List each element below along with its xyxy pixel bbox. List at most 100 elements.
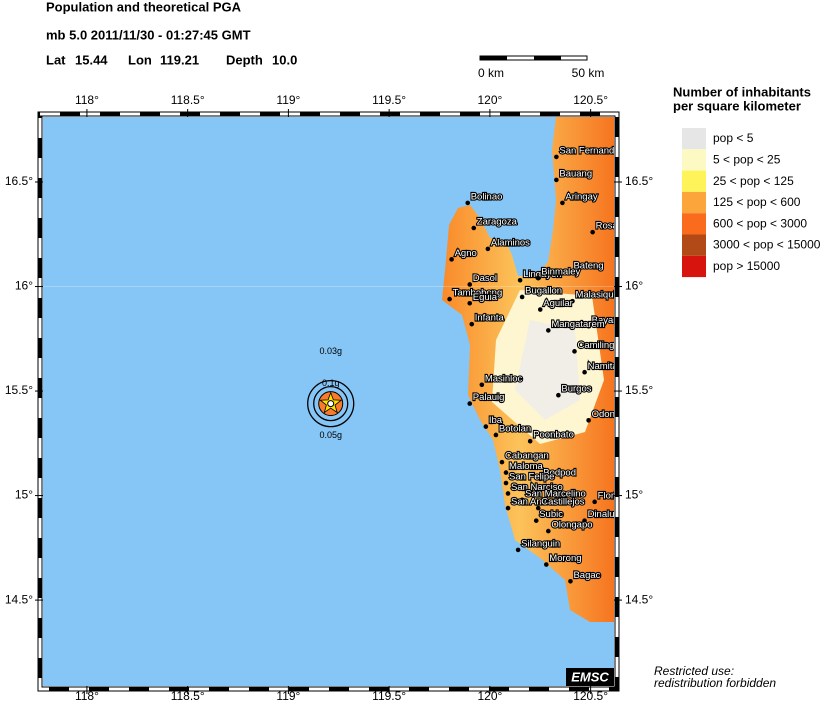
city-label: Bodpod: [543, 467, 576, 478]
legend-label: 600 < pop < 3000: [713, 216, 807, 230]
city-dot: [449, 257, 454, 262]
city-label: San Felipe: [509, 472, 554, 483]
lon-tick-label: 118.5°: [171, 689, 205, 703]
lon-tick-label: 119.5°: [372, 93, 406, 107]
pga-label: 0.03g: [319, 346, 342, 356]
city-dot: [570, 298, 575, 304]
city-label: Dinalupihan: [588, 509, 638, 520]
notice-line: redistribution forbidden: [654, 676, 776, 690]
city-dot: [465, 200, 471, 206]
city-dot: [554, 154, 559, 160]
city-label: Bauang: [559, 168, 592, 179]
city-label: Castillejos: [541, 497, 585, 508]
lon-tick-label: 120°: [477, 689, 502, 703]
lat-tick-label: 15°: [15, 488, 33, 502]
scale-bar: 0 km 50 km: [478, 55, 605, 80]
city-dot: [485, 246, 491, 252]
city-dot: [503, 470, 509, 475]
city-dot: [505, 491, 511, 496]
depth-value: 10.0: [272, 52, 297, 67]
city-dot: [503, 480, 509, 486]
city-dot: [467, 300, 473, 306]
city-label: Palauig: [473, 392, 505, 403]
logo: EMSC: [571, 669, 609, 684]
scale-end: 50 km: [572, 66, 605, 80]
city-label: Namitan: [588, 361, 623, 372]
city-dot: [572, 349, 577, 354]
city-dot: [519, 294, 525, 300]
city-label: Binmaley: [541, 267, 580, 278]
city-dot: [499, 459, 505, 465]
lon-tick-label: 119°: [276, 689, 300, 703]
city-label: Tambobong: [453, 288, 503, 299]
legend-swatch: [682, 128, 706, 150]
legend-label: 25 < pop < 125: [713, 174, 794, 188]
legend-label: 5 < pop < 25: [713, 152, 781, 166]
notice-line: Restricted use:: [654, 664, 734, 678]
epicenter: 0.03g 0.1g 0.05g: [307, 346, 355, 440]
city-label: Burgos: [561, 384, 591, 395]
lon-tick-label: 118°: [75, 93, 99, 107]
legend-title: per square kilometer: [673, 98, 801, 113]
city-dot: [586, 418, 591, 423]
pga-label: 0.1g: [322, 378, 340, 388]
pga-label: 0.05g: [319, 430, 342, 440]
legend-title: Number of inhabitants: [673, 84, 811, 99]
map-area: San Fernando Bauang Aringay Rosario Bolinao Z…: [43, 117, 656, 686]
land-sparse: [515, 320, 580, 420]
city-label: Olongapo: [551, 520, 592, 531]
city-dot: [469, 321, 475, 327]
city-label: Silanguin: [521, 538, 560, 549]
city-dot: [568, 269, 573, 275]
lon-tick-label: 119°: [276, 93, 300, 107]
lat-tick-label: 15.5°: [625, 383, 653, 397]
pga-ring: [307, 379, 355, 428]
lat-tick-label: 16°: [625, 279, 643, 293]
city-label: Floridablanca: [598, 490, 656, 501]
city-dot: [586, 323, 591, 329]
lat-label: Lat: [46, 52, 66, 67]
city-label: Poonbato: [533, 430, 574, 441]
city-dot: [590, 229, 595, 235]
city-label: Rosario: [596, 221, 629, 232]
city-dot: [592, 499, 597, 505]
city-label: San Narciso: [511, 482, 563, 493]
legend-swatch: [682, 149, 706, 171]
epicenter-core: [327, 400, 335, 408]
lon-tick-label: 118°: [75, 689, 99, 703]
city-label: San Fernando: [559, 145, 619, 156]
city-label: Dasol: [473, 273, 497, 284]
lat-tick-label: 14.5°: [5, 592, 33, 606]
lon-value: 119.21: [160, 52, 199, 67]
city-label: Malasiqui: [575, 290, 615, 301]
city-dot: [471, 225, 477, 231]
city-dot: [546, 328, 551, 333]
title: Population and theoretical PGA: [46, 0, 242, 14]
lon-tick-label: 120.5°: [573, 93, 608, 107]
city-dot: [546, 528, 551, 534]
city-label: Mangatarem: [551, 319, 604, 330]
city-label: Bolinao: [471, 191, 503, 202]
cities: San Fernando Bauang Aringay Rosario Bolinao Z…: [43, 144, 656, 584]
city-label: Bagac: [573, 570, 600, 581]
graticule: 118° 118° 118.5° 118.5° 119° 119° 119.5° 119.5°…: [5, 93, 654, 703]
city-dot: [582, 369, 587, 375]
city-dot: [537, 307, 543, 312]
lon-tick-label: 120°: [477, 93, 502, 107]
city-dot: [537, 476, 543, 482]
lon-tick-label: 120.5°: [573, 689, 608, 703]
city-dot: [467, 282, 473, 287]
scale-start: 0 km: [478, 66, 504, 80]
legend-swatch: [682, 213, 706, 235]
city-label: Bayambang: [592, 315, 643, 326]
logo-box: [566, 668, 614, 686]
city-dot: [517, 277, 523, 283]
legend-swatch: [682, 255, 706, 278]
city-label: Bugallon: [525, 285, 562, 296]
city-dot: [493, 432, 499, 438]
city-label: Masinloc: [485, 373, 523, 384]
city-dot: [568, 578, 573, 584]
depth-label: Depth: [226, 52, 263, 67]
